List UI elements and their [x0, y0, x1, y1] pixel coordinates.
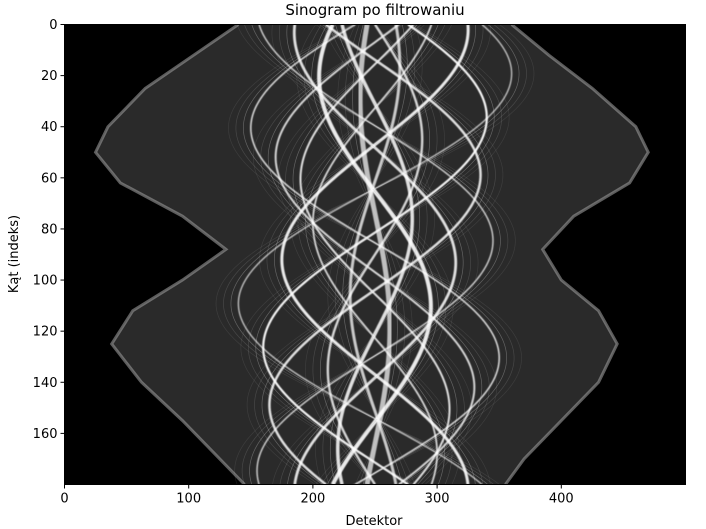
sinusoid-striation-14-2	[344, 24, 406, 485]
y-tick-label: 60	[41, 171, 58, 186]
sinusoid-trace-6	[268, 24, 482, 485]
sinusoid-striation-12-2	[312, 24, 438, 485]
y-tick-label: 0	[49, 18, 57, 33]
sinusoid-striation-14-3	[337, 24, 413, 485]
x-axis-ticks: 0 100 200 300 400	[60, 484, 574, 507]
sinusoid-trace-11	[256, 24, 494, 485]
sinusoid-striation-13-3	[252, 24, 498, 485]
sinusoid-striation-12-3	[305, 24, 445, 485]
sinusoid-striation-10-3	[290, 24, 460, 485]
sinusoid-striation-11-1	[249, 24, 501, 485]
sinusoid-trace-10	[311, 24, 439, 485]
y-tick-label: 160	[33, 427, 58, 442]
sinusoid-striation-8-1	[230, 24, 520, 485]
sinusoid-striation-4-2	[322, 24, 428, 485]
x-tick-label: 400	[549, 492, 574, 507]
sinusoid-striation-9-1	[286, 24, 464, 485]
sinusoid-striation-11-2	[241, 24, 509, 485]
sinusoid-striation-12-1	[319, 24, 431, 485]
sinusoid-trace-13	[274, 24, 476, 485]
sinusoid-striation-5-1	[243, 24, 507, 485]
sinusoid-striation-10-1	[305, 24, 445, 485]
sinusoid-trace-7	[348, 24, 402, 485]
y-tick-label: 20	[41, 69, 58, 84]
sinusoid-trace-3	[317, 24, 433, 485]
sinusoid-striation-13-2	[260, 24, 490, 485]
sinusoid-trace-2	[299, 24, 451, 485]
sinusoid-striation-3-3	[296, 24, 454, 485]
x-tick-label: 100	[176, 492, 201, 507]
sinusoid-trace-12	[326, 24, 424, 485]
sinogram-image	[93, 24, 650, 485]
sinusoid-striation-3-2	[303, 24, 447, 485]
x-tick-label: 300	[425, 492, 450, 507]
sinogram-envelope	[95, 24, 649, 485]
sinusoid-striation-6-2	[254, 24, 496, 485]
sinusoid-striation-6-1	[261, 24, 489, 485]
y-tick-label: 40	[41, 120, 58, 135]
x-axis-label: Detektor	[345, 514, 403, 529]
sinusoid-striation-13-1	[267, 24, 483, 485]
sinusoid-striation-4-1	[329, 24, 421, 485]
sinusoid-striation-5-3	[228, 24, 522, 485]
sinusoid-striation-4-3	[315, 24, 435, 485]
y-tick-label: 100	[33, 274, 58, 289]
sinusoid-trace-8	[237, 24, 513, 485]
sinusoid-striation-5-2	[235, 24, 515, 485]
x-tick-label: 200	[300, 492, 325, 507]
sinusoid-striation-2-2	[285, 24, 465, 485]
sinusoid-striation-11-3	[234, 24, 516, 485]
sinusoid-striation-10-2	[297, 24, 453, 485]
y-axis-ticks: 0 20 40 60 80 100 120 140 160	[33, 18, 65, 442]
y-axis-label: Kąt (indeks)	[7, 215, 22, 293]
sinusoid-trace-1	[280, 24, 470, 485]
y-tick-label: 80	[41, 222, 58, 237]
envelope-edge-left	[93, 24, 246, 485]
sinusoid-striation-6-3	[246, 24, 504, 485]
sinusoid-striation-7-1	[342, 24, 408, 485]
sinusoid-striation-14-1	[352, 24, 398, 485]
y-tick-label: 140	[33, 376, 58, 391]
y-tick-label: 120	[33, 325, 58, 340]
sinusoid-trace-14	[357, 24, 393, 485]
plot-frame	[64, 24, 686, 485]
sinusoid-striation-7-2	[334, 24, 416, 485]
chart-title: Sinogram po filtrowaniu	[285, 1, 464, 19]
sinusoid-trace-9	[292, 24, 458, 485]
x-tick-label: 0	[60, 492, 68, 507]
envelope-edge-right	[504, 24, 650, 485]
sinusoid-striation-8-2	[223, 24, 527, 485]
sinusoid-striation-8-3	[215, 24, 535, 485]
sinusoid-striation-9-2	[279, 24, 471, 485]
sinusoid-striation-0-1	[255, 24, 495, 485]
